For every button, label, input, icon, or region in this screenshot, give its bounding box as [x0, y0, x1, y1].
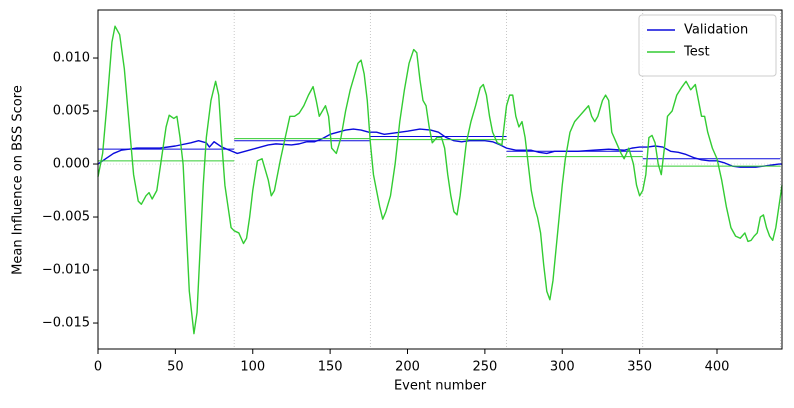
y-tick-label: −0.015	[42, 316, 90, 331]
y-tick-label: 0.005	[53, 104, 90, 119]
legend: Validation Test	[638, 14, 777, 77]
x-tick-label: 350	[627, 360, 652, 375]
y-axis-label: Mean Influence on BSS Score	[11, 85, 26, 275]
x-tick-label: 50	[167, 360, 184, 375]
x-tick-label: 0	[94, 360, 102, 375]
legend-label: Validation	[684, 23, 748, 38]
legend-label: Test	[683, 45, 710, 60]
x-tick-label: 200	[395, 360, 420, 375]
x-axis-label: Event number	[394, 379, 487, 394]
x-tick-label: 100	[240, 360, 265, 375]
y-tick-label: 0.010	[53, 51, 90, 66]
x-tick-label: 300	[550, 360, 575, 375]
y-tick-label: −0.010	[42, 263, 90, 278]
y-tick-label: −0.005	[42, 210, 90, 225]
series-line	[97, 25, 783, 335]
series-line	[97, 128, 782, 168]
y-tick-label: 0.000	[53, 157, 90, 172]
plot-frame	[97, 9, 783, 350]
x-tick-label: 150	[318, 360, 343, 375]
x-tick-label: 250	[472, 360, 497, 375]
x-tick-label: 400	[705, 360, 730, 375]
